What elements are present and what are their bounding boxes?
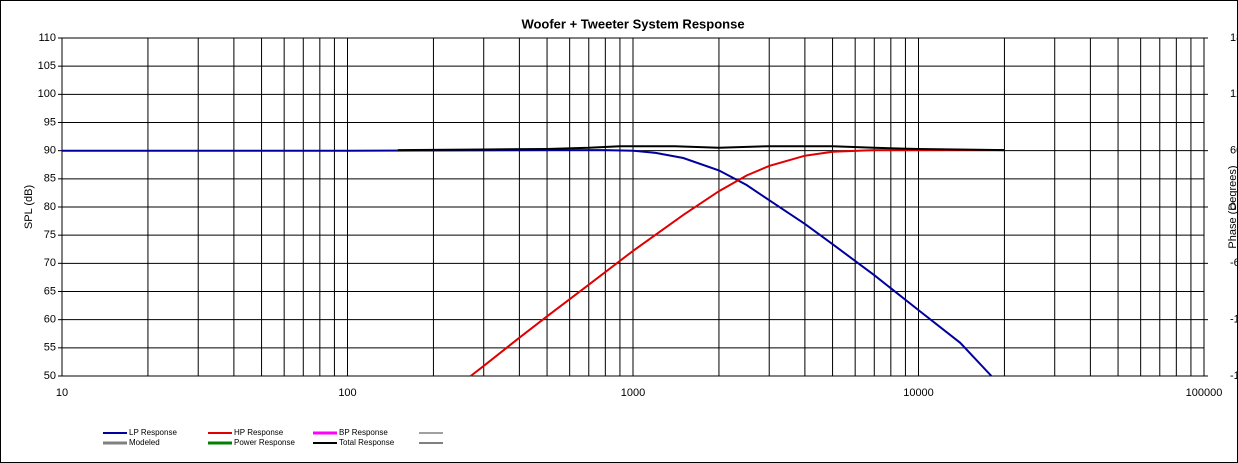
legend-label: BP Response [339,428,388,437]
series-line [470,149,1005,377]
y2-tick-label: 0 [1230,201,1236,213]
y-tick-label: 65 [44,285,56,297]
y-tick-label: 75 [44,229,56,241]
y-tick-label: 80 [44,201,56,213]
series-line [397,145,1005,152]
x-tick-label: 1000 [621,387,645,399]
plot-frame [61,37,1205,377]
y2-tick-label: 60 [1230,145,1238,157]
legend-label: HP Response [234,428,284,437]
y-tick-label: 110 [38,32,56,44]
y-tick-label: 105 [38,60,56,72]
y-tick-label: 90 [44,145,56,157]
x-tick-label: 100 [338,387,356,399]
y-tick-label: 70 [44,257,56,269]
y-tick-label: 95 [44,116,56,128]
x-tick-label: 10000 [903,387,934,399]
y2-tick-label: 120 [1230,88,1238,100]
x-tick-label: 10 [56,387,68,399]
y2-tick-label: -60 [1230,257,1238,269]
y-tick-label: 60 [44,314,56,326]
y-tick-label: 50 [44,370,56,382]
y2-tick-label: 180 [1230,32,1238,44]
y-tick-label: 85 [44,173,56,185]
y2-tick-label: -180 [1230,370,1238,382]
y-tick-label: 100 [38,88,56,100]
y-axis-label: SPL (dB) [23,185,35,229]
legend-label: Power Response [234,438,295,447]
legend-label: Total Response [339,438,395,447]
y-tick-label: 55 [44,342,56,354]
legend-label: Modeled [129,438,160,447]
y2-axis-label: Phase (Degrees) [1227,165,1238,248]
chart-title: Woofer + Tweeter System Response [521,16,744,31]
series-line [62,149,993,377]
y2-tick-label: -120 [1230,314,1238,326]
x-tick-label: 100000 [1186,387,1223,399]
legend-label: LP Response [129,428,177,437]
